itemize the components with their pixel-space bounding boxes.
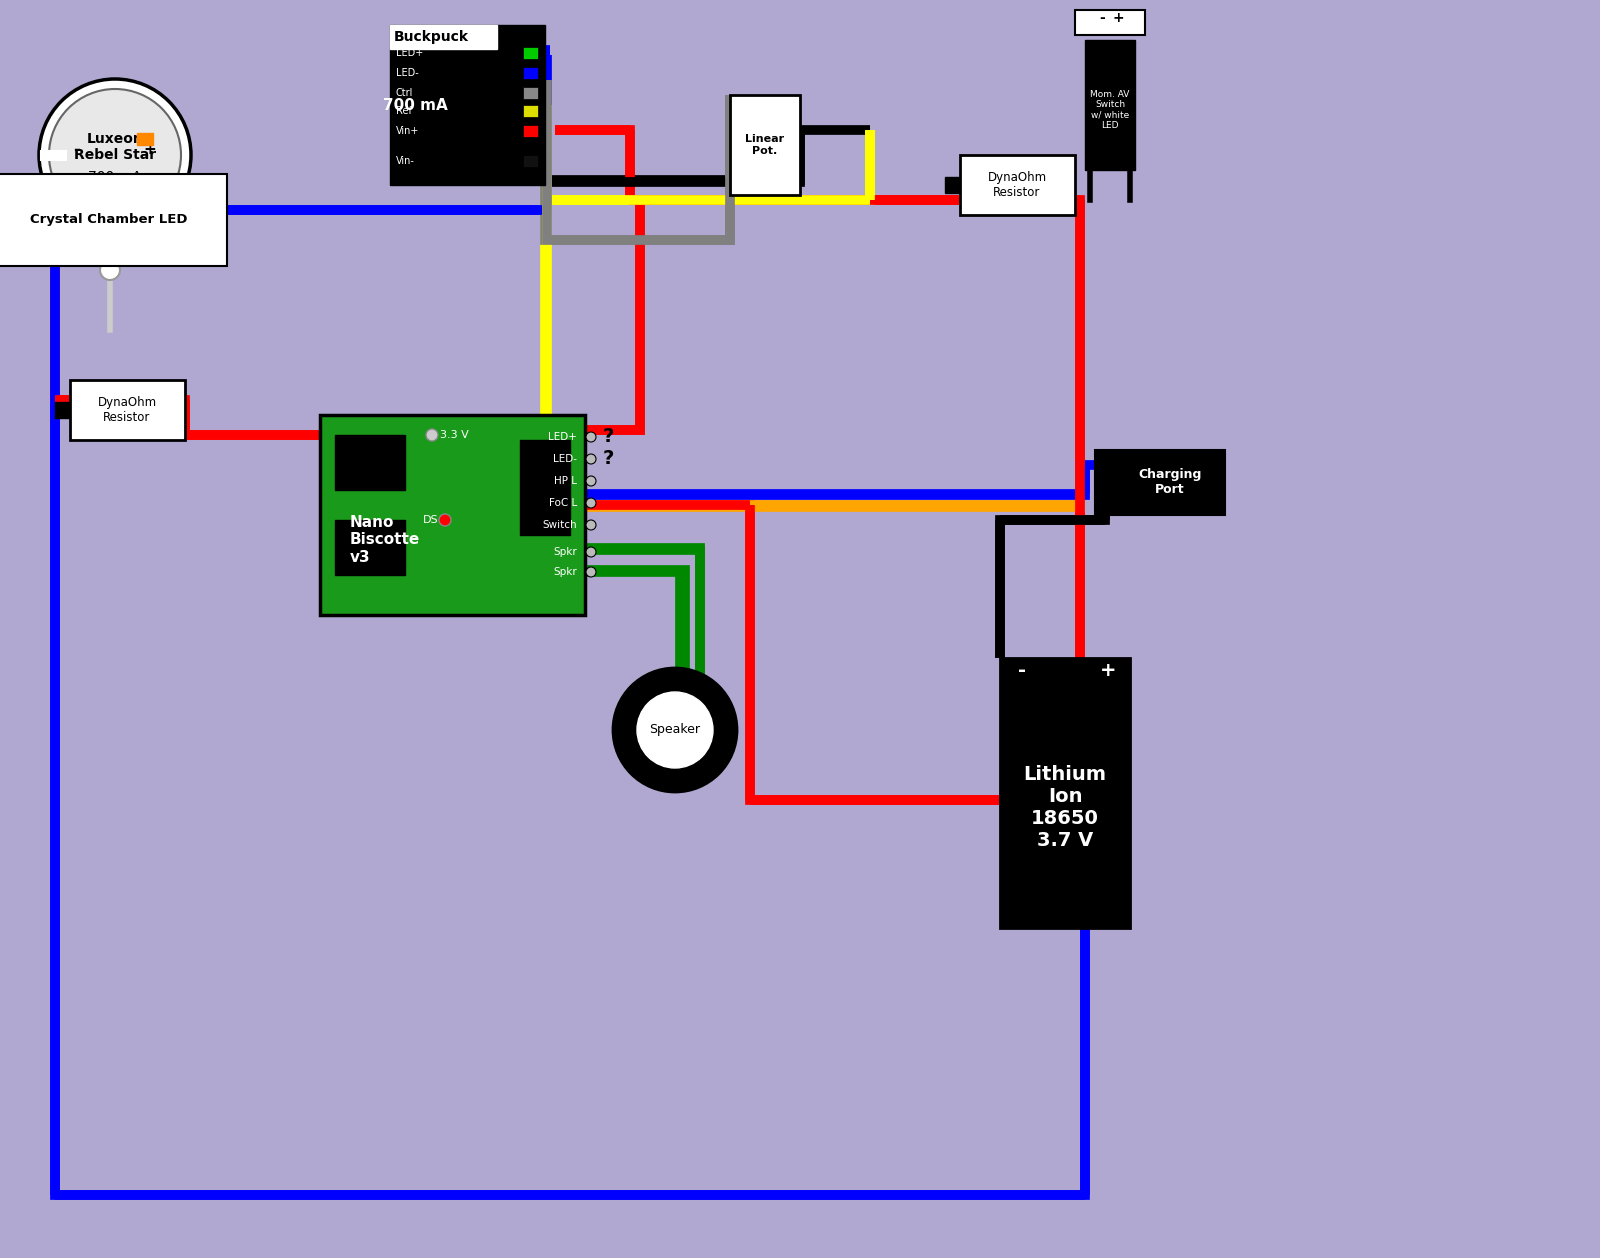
Text: Buckpuck: Buckpuck (394, 30, 469, 44)
Text: Vin+: Vin+ (397, 126, 419, 136)
Text: +: + (1112, 11, 1123, 25)
Circle shape (586, 547, 595, 557)
Bar (390, 25, 546, 185)
Bar (523, 155, 538, 167)
Circle shape (613, 668, 738, 793)
Bar (523, 67, 538, 79)
Bar (960, 155, 1075, 215)
Text: Ref: Ref (397, 106, 411, 116)
Text: Luxeon
Rebel Star: Luxeon Rebel Star (74, 132, 157, 162)
Text: Crystal Chamber LED: Crystal Chamber LED (30, 214, 187, 226)
Bar (1085, 40, 1134, 170)
Text: LED+: LED+ (549, 431, 578, 442)
Circle shape (38, 79, 190, 231)
Bar (390, 25, 498, 49)
Text: -: - (74, 141, 80, 159)
Circle shape (586, 498, 595, 508)
Text: ?: ? (603, 428, 614, 447)
Text: Spkr: Spkr (554, 567, 578, 577)
Bar (523, 87, 538, 99)
Text: LED-: LED- (554, 454, 578, 464)
Circle shape (586, 476, 595, 486)
Text: Spkr: Spkr (554, 547, 578, 557)
Text: HP L: HP L (554, 476, 578, 486)
Circle shape (586, 431, 595, 442)
Text: Switch: Switch (542, 520, 578, 530)
Bar (1075, 10, 1146, 35)
Circle shape (438, 515, 451, 526)
Bar (1000, 658, 1130, 928)
Text: LED+: LED+ (397, 48, 424, 58)
Text: 700 mA
2.3 V: 700 mA 2.3 V (88, 170, 142, 200)
Bar (334, 520, 405, 575)
Circle shape (586, 454, 595, 464)
Polygon shape (1094, 450, 1226, 515)
Bar (730, 96, 800, 195)
Text: LED-: LED- (397, 68, 419, 78)
Bar (70, 380, 186, 440)
Text: Vin-: Vin- (397, 156, 414, 166)
Circle shape (426, 429, 438, 442)
Text: 700 mA: 700 mA (382, 98, 448, 112)
Bar (320, 415, 586, 615)
Bar (520, 440, 570, 535)
Text: -: - (1018, 660, 1026, 679)
Circle shape (99, 260, 120, 281)
Bar (523, 47, 538, 59)
Circle shape (586, 520, 595, 530)
Text: Ctrl: Ctrl (397, 88, 413, 98)
Text: +: + (144, 142, 157, 157)
Bar (54, 403, 69, 418)
Bar (523, 104, 538, 117)
Text: +: + (1099, 660, 1117, 679)
Circle shape (586, 567, 595, 577)
Bar (138, 133, 154, 145)
Text: Speaker: Speaker (650, 723, 701, 736)
Text: Mom. AV
Switch
w/ white
LED: Mom. AV Switch w/ white LED (1090, 89, 1130, 130)
Text: ?: ? (603, 449, 614, 468)
Circle shape (50, 89, 181, 221)
Text: Linear
Pot.: Linear Pot. (746, 135, 784, 156)
Circle shape (637, 692, 714, 767)
Text: Nano
Biscotte
v3: Nano Biscotte v3 (350, 515, 421, 565)
Bar (334, 435, 405, 491)
Text: Charging
Port: Charging Port (1138, 468, 1202, 496)
Text: -: - (1099, 11, 1106, 25)
Text: DS: DS (422, 515, 438, 525)
Text: DynaOhm
Resistor: DynaOhm Resistor (98, 396, 157, 424)
Bar (523, 125, 538, 137)
Text: FoC L: FoC L (549, 498, 578, 508)
Text: Lithium
Ion
18650
3.7 V: Lithium Ion 18650 3.7 V (1024, 766, 1107, 850)
Text: 3.3 V: 3.3 V (440, 430, 469, 440)
Text: DynaOhm
Resistor: DynaOhm Resistor (987, 171, 1046, 199)
Bar (946, 177, 958, 192)
